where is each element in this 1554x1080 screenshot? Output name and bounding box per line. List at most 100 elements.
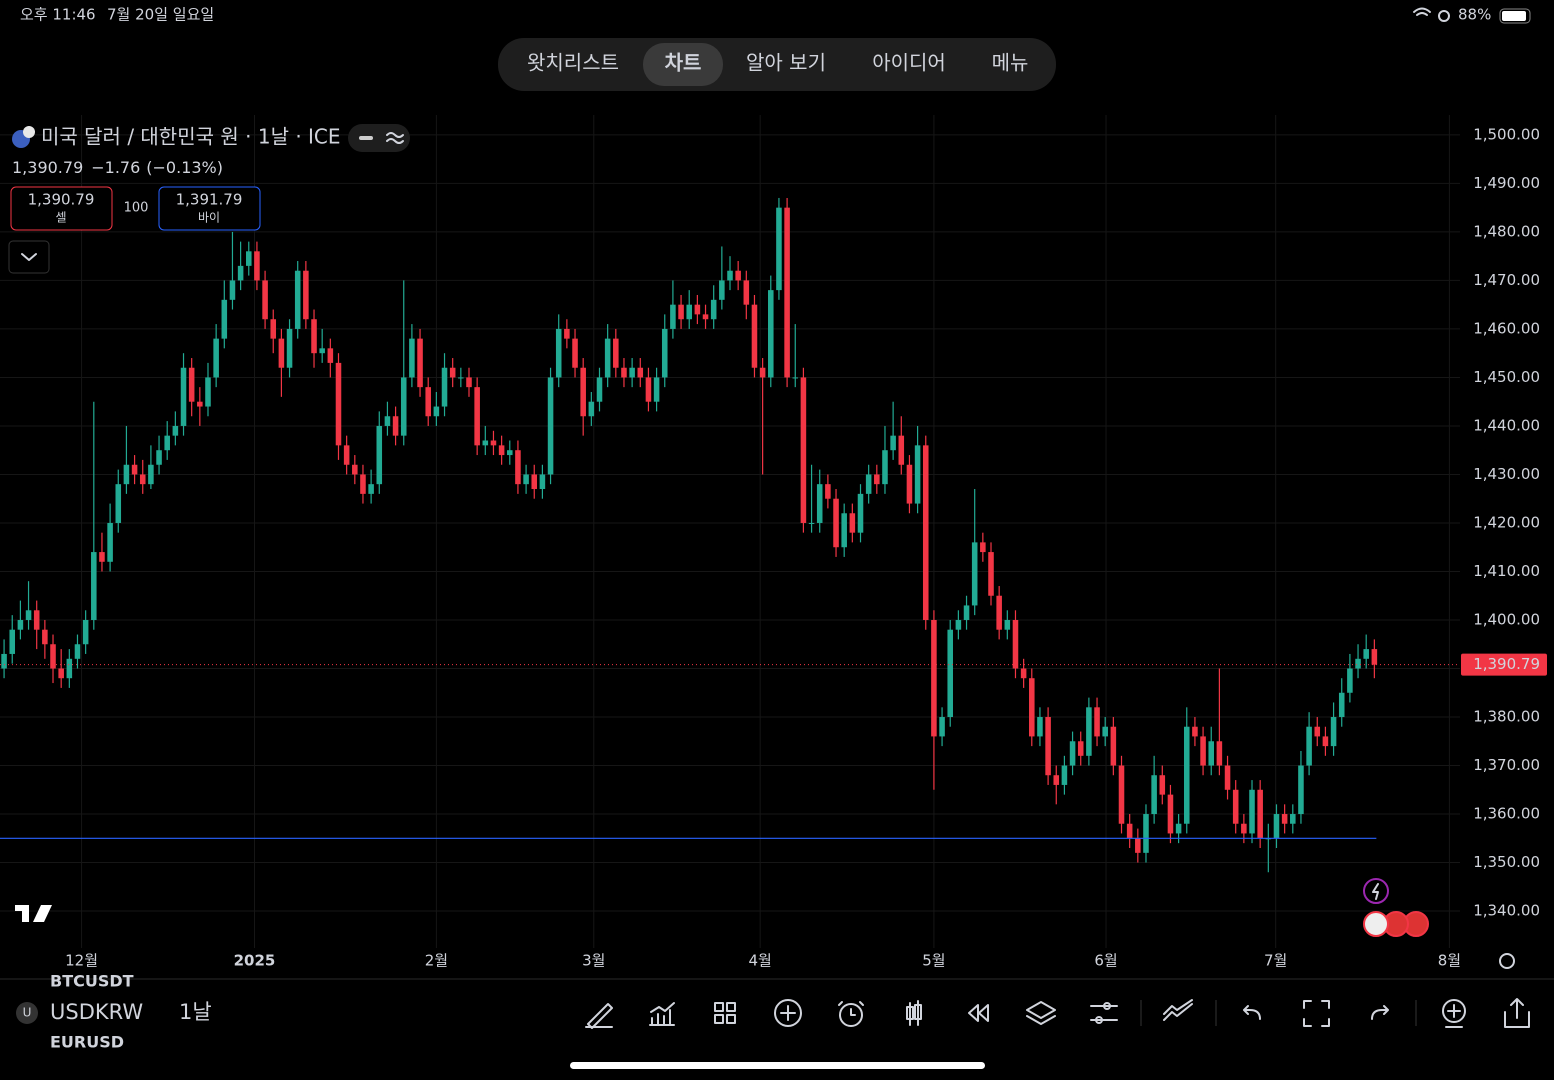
candle-body [1118, 765, 1125, 824]
candle-body [596, 377, 603, 402]
candle-body [433, 406, 440, 417]
candle-body [335, 362, 342, 446]
candle-body [188, 367, 195, 402]
indicator-toggle[interactable] [348, 124, 410, 152]
candle-body [980, 542, 986, 553]
candle-body [849, 513, 856, 533]
change: −1.76 [91, 158, 140, 177]
settings-icon[interactable] [1499, 953, 1515, 969]
candle-body [1135, 838, 1141, 853]
candle-body [498, 445, 505, 456]
prev-symbol: BTCUSDT [50, 972, 134, 991]
candle-body [996, 595, 1002, 630]
tab[interactable]: 알아 보기 [746, 51, 826, 75]
share-icon[interactable] [1504, 998, 1530, 1028]
candle-body [1020, 668, 1027, 679]
draw-icon[interactable] [585, 1003, 613, 1029]
chart-type-icon[interactable] [906, 1000, 922, 1026]
undo-icon[interactable] [1243, 1005, 1261, 1020]
tab[interactable]: 메뉴 [992, 51, 1029, 75]
y-tick-label: 1,440.00 [1473, 416, 1540, 434]
candle-body [343, 445, 350, 465]
avatar-text: U [23, 1006, 32, 1020]
replay-icon[interactable] [968, 1004, 989, 1022]
candle-body [1175, 823, 1182, 834]
candle-body [1045, 717, 1051, 776]
tab[interactable]: 왓치리스트 [527, 51, 619, 75]
candle-body [1, 653, 7, 669]
candle-body [294, 270, 301, 329]
bottom-interval[interactable]: 1날 [179, 1000, 212, 1024]
candle-body [1077, 741, 1084, 756]
candle-body [1347, 668, 1353, 693]
status-time: 오후 11:46 [20, 6, 96, 24]
candle-body [727, 270, 733, 281]
collapse-button[interactable] [8, 240, 50, 274]
candle-body [523, 474, 529, 485]
candle-body [808, 522, 815, 524]
redo-icon[interactable] [1371, 1005, 1389, 1020]
price-change: 1,390.79 −1.76 (−0.13%) [12, 158, 223, 177]
event-flag[interactable] [1363, 911, 1389, 937]
candle-body [580, 367, 586, 417]
last-price-label: 1,390.79 [1473, 655, 1540, 673]
candle-body [800, 377, 807, 523]
candle-body [1126, 823, 1133, 839]
candle-body [9, 629, 16, 654]
toggle-icon [386, 132, 404, 144]
plot-area: 1,340.00 1,350.00 1,360.00 1,370.00 1,380.00… [0, 115, 1547, 970]
candle-body [319, 348, 325, 354]
candle-body [890, 435, 896, 451]
candle-body [1061, 765, 1068, 785]
bottom-symbol[interactable]: USDKRW [50, 1000, 143, 1024]
avatar [16, 1002, 38, 1024]
candle-body [262, 280, 268, 320]
y-tick-label: 1,470.00 [1473, 271, 1540, 289]
candle-body [91, 552, 97, 620]
tab[interactable]: 차트 [665, 51, 702, 75]
candle-body [922, 445, 929, 620]
layout-icon[interactable] [714, 1002, 736, 1024]
candle-body [988, 552, 994, 596]
alert-icon[interactable] [839, 1003, 863, 1027]
candle-body [719, 280, 725, 300]
x-tick-label: 8월 [1438, 952, 1461, 970]
candle-body [1338, 692, 1345, 718]
candle-body [547, 377, 554, 475]
candle-body [1216, 741, 1223, 766]
x-tick-label: 7월 [1264, 952, 1287, 970]
buy-button[interactable] [158, 186, 261, 231]
last-price-tag [1461, 653, 1547, 676]
candle-body [1314, 726, 1321, 737]
tab[interactable]: 아이디어 [872, 51, 946, 75]
candle-body [458, 377, 464, 379]
candle-body [254, 251, 260, 281]
active-tab-pill [643, 43, 723, 86]
fullscreen-icon[interactable] [1303, 1000, 1330, 1027]
candle-body [449, 367, 456, 378]
tab-bar [498, 38, 1056, 91]
candle-body [164, 435, 170, 451]
candle-body [531, 474, 538, 490]
compare-icon[interactable] [1163, 999, 1193, 1021]
buy-price: 1,391.79 [176, 191, 243, 209]
y-tick-label: 1,490.00 [1473, 174, 1540, 192]
candle-body [857, 493, 864, 533]
y-tick-label: 1,350.00 [1473, 853, 1540, 871]
candle-body [66, 658, 73, 679]
add-icon[interactable] [774, 999, 802, 1027]
candle-body [735, 270, 741, 281]
candle-body [865, 474, 872, 494]
toggle-icon [359, 136, 373, 140]
indicator-icon[interactable] [649, 1002, 675, 1026]
toolbar [585, 998, 1530, 1029]
y-tick-label: 1,500.00 [1473, 125, 1540, 143]
sell-button[interactable] [10, 186, 113, 231]
candle-body [148, 464, 154, 485]
layers-icon[interactable] [1026, 1001, 1056, 1025]
publish-icon[interactable] [1442, 999, 1466, 1023]
candle-body [645, 377, 652, 402]
symbol-title[interactable]: 미국 달러 / 대한민국 원 · 1날 · ICE [41, 125, 341, 149]
candle-body [1102, 726, 1108, 737]
